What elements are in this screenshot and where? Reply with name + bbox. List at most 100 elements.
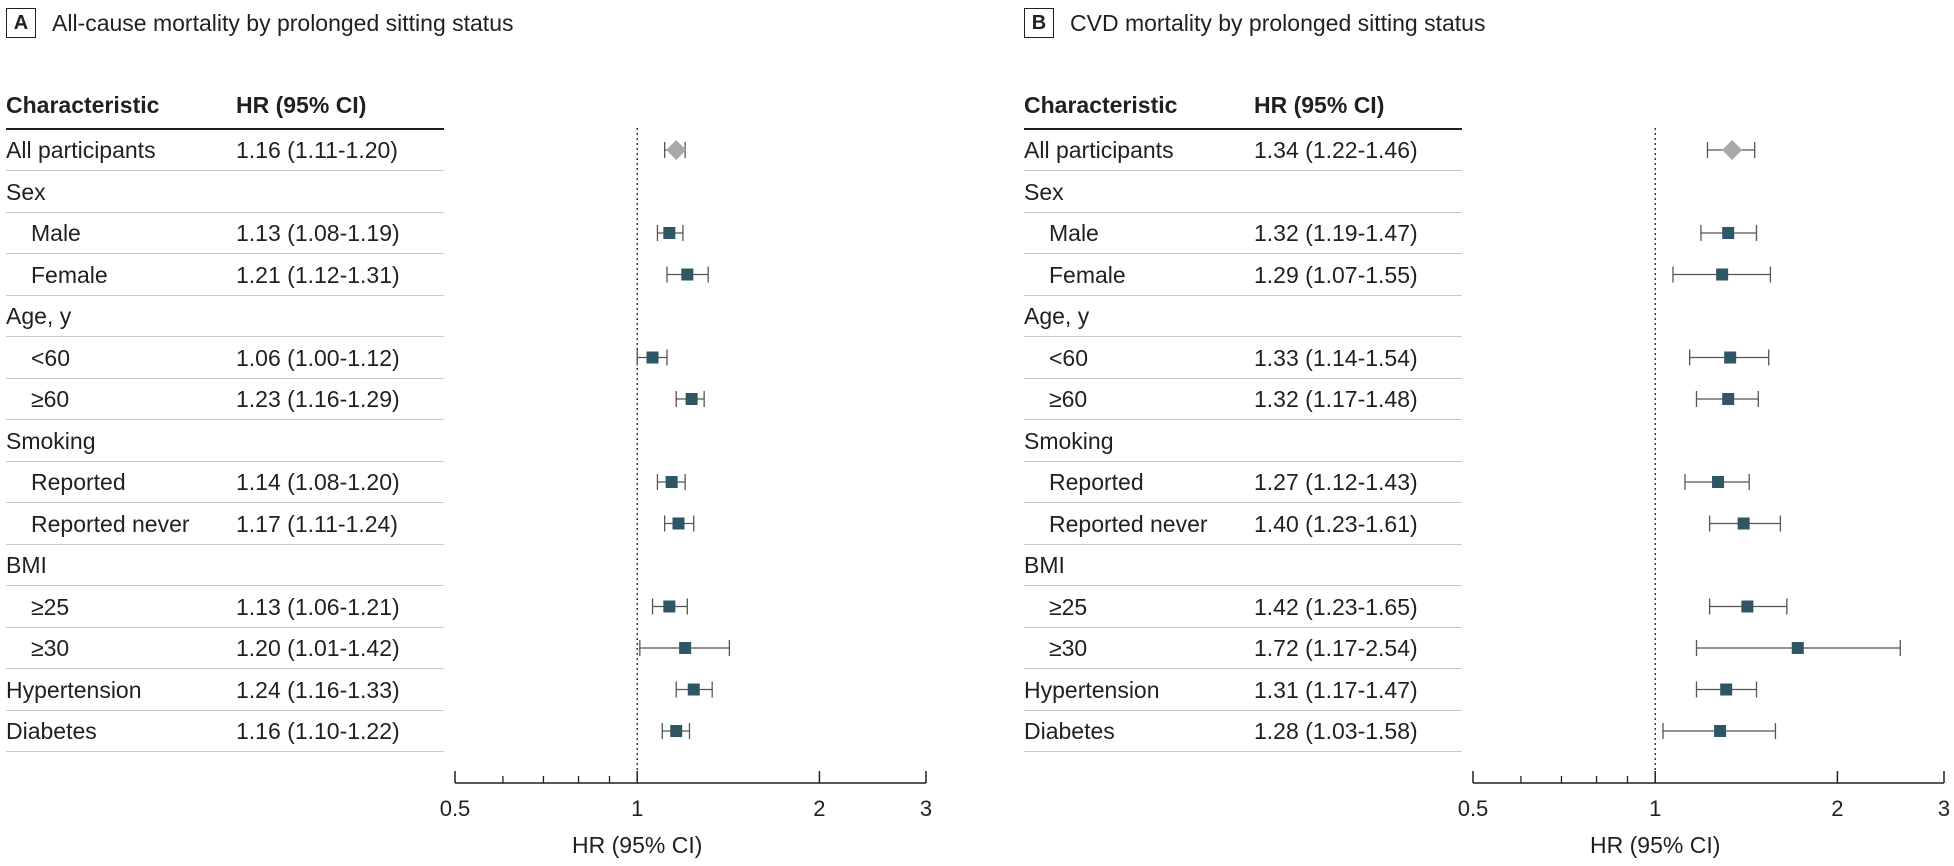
table-row: Reported never 1.40 (1.23-1.61) [1024, 504, 1462, 545]
forest-plot: 0.5 1 2 3 HR (95% CI) [440, 128, 932, 858]
row-hr-value: 1.28 (1.03-1.58) [1254, 718, 1418, 744]
forest-plot: 0.5 1 2 3 HR (95% CI) [1458, 128, 1950, 858]
table-row: ≥30 1.72 (1.17-2.54) [1024, 628, 1462, 669]
x-tick-label: 3 [920, 796, 932, 821]
row-label: Reported [31, 469, 126, 495]
table-row: Male 1.13 (1.08-1.19) [6, 213, 444, 254]
table-row: All participants 1.34 (1.22-1.46) [1024, 130, 1462, 171]
x-tick-label: 3 [1938, 796, 1950, 821]
hr-point-marker [679, 642, 692, 654]
hr-point-marker [663, 227, 676, 239]
table-row: Hypertension 1.31 (1.17-1.47) [1024, 670, 1462, 711]
table-row: Diabetes 1.16 (1.10-1.22) [6, 711, 444, 752]
x-tick-label: 1 [631, 796, 643, 821]
row-hr-value: 1.17 (1.11-1.24) [236, 510, 398, 537]
row-hr-value: 1.13 (1.08-1.19) [236, 220, 400, 246]
table-row: ≥30 1.20 (1.01-1.42) [6, 628, 444, 669]
table-group-row: Sex [6, 172, 444, 213]
overall-estimate-diamond [666, 140, 687, 160]
column-header-hr: HR (95% CI) [1254, 92, 1385, 118]
table-row: Female 1.21 (1.12-1.31) [6, 255, 444, 296]
table-row: Diabetes 1.28 (1.03-1.58) [1024, 711, 1462, 752]
hr-point-marker [1724, 351, 1737, 364]
row-hr-value: 1.33 (1.14-1.54) [1254, 344, 1418, 371]
row-hr-value: 1.06 (1.00-1.12) [236, 344, 400, 371]
panel-letter: A [6, 8, 36, 38]
row-label: Age, y [6, 303, 72, 329]
row-hr-value: 1.14 (1.08-1.20) [236, 469, 400, 495]
hr-point-marker [1741, 600, 1754, 613]
row-label: All participants [1024, 137, 1174, 163]
row-label: Reported never [31, 510, 190, 537]
x-axis-title: HR (95% CI) [1590, 832, 1720, 858]
panel-title: All-cause mortality by prolonged sitting… [52, 9, 514, 36]
table-row: Male 1.32 (1.19-1.47) [1024, 213, 1462, 254]
row-hr-value: 1.16 (1.10-1.22) [236, 718, 400, 744]
table-row: Reported 1.27 (1.12-1.43) [1024, 462, 1462, 503]
x-tick-label: 2 [1831, 796, 1843, 821]
table-row: ≥25 1.42 (1.23-1.65) [1024, 587, 1462, 628]
hr-point-marker [1737, 517, 1750, 530]
row-label: ≥60 [31, 386, 70, 412]
hr-point-marker [1722, 227, 1735, 239]
table-header: Characteristic HR (95% CI) [1024, 92, 1462, 130]
table-header: Characteristic HR (95% CI) [6, 92, 444, 130]
hr-point-marker [681, 268, 694, 281]
table-group-row: BMI [6, 545, 444, 586]
hr-point-marker [670, 725, 683, 737]
hr-point-marker [1712, 476, 1725, 488]
panel-a-all-cause-mortality: A All-cause mortality by prolonged sitti… [6, 8, 932, 858]
row-label: <60 [31, 344, 71, 371]
row-label: Sex [6, 178, 46, 205]
row-label: ≥30 [1049, 635, 1088, 661]
row-label: BMI [1024, 552, 1065, 578]
column-header-hr: HR (95% CI) [236, 92, 367, 118]
row-hr-value: 1.16 (1.11-1.20) [236, 137, 398, 163]
row-label: Reported [1049, 469, 1144, 495]
panel-title: CVD mortality by prolonged sitting statu… [1070, 9, 1486, 36]
column-header-characteristic: Characteristic [6, 92, 160, 118]
x-tick-label: 0.5 [1458, 796, 1489, 821]
x-tick-label: 0.5 [440, 796, 471, 821]
table-group-row: BMI [1024, 545, 1462, 586]
row-hr-value: 1.13 (1.06-1.21) [236, 593, 400, 620]
hr-point-marker [685, 393, 698, 405]
table-group-row: Sex [1024, 172, 1462, 213]
hr-point-marker [1791, 642, 1804, 654]
row-label: Female [31, 261, 108, 288]
row-label: Age, y [1024, 303, 1090, 329]
table-row: Hypertension 1.24 (1.16-1.33) [6, 670, 444, 711]
row-hr-value: 1.40 (1.23-1.61) [1254, 510, 1418, 537]
row-label: Male [1049, 220, 1099, 246]
table-row: Reported 1.14 (1.08-1.20) [6, 462, 444, 503]
table-group-row: Smoking [6, 421, 444, 462]
panel-letter: B [1024, 8, 1054, 38]
row-label: <60 [1049, 344, 1089, 371]
table-row: Reported never 1.17 (1.11-1.24) [6, 504, 444, 545]
row-hr-value: 1.24 (1.16-1.33) [236, 676, 400, 703]
table-row: ≥25 1.13 (1.06-1.21) [6, 587, 444, 628]
row-label: Sex [1024, 178, 1064, 205]
overall-estimate-diamond [1722, 140, 1743, 160]
table-row: <60 1.33 (1.14-1.54) [1024, 338, 1462, 379]
row-label: Male [31, 220, 81, 246]
hr-point-marker [646, 351, 659, 364]
row-hr-value: 1.72 (1.17-2.54) [1254, 635, 1418, 661]
row-hr-value: 1.42 (1.23-1.65) [1254, 593, 1418, 620]
table-row: Female 1.29 (1.07-1.55) [1024, 255, 1462, 296]
row-label: Diabetes [1024, 718, 1115, 744]
row-label: Smoking [6, 427, 96, 454]
row-label: Smoking [1024, 427, 1114, 454]
row-label: Reported never [1049, 510, 1208, 537]
x-tick-label: 2 [813, 796, 825, 821]
table-row: <60 1.06 (1.00-1.12) [6, 338, 444, 379]
x-axis-title: HR (95% CI) [572, 832, 702, 858]
row-hr-value: 1.32 (1.19-1.47) [1254, 220, 1418, 246]
row-label: ≥25 [31, 593, 70, 620]
row-label: ≥30 [31, 635, 70, 661]
row-hr-value: 1.31 (1.17-1.47) [1254, 676, 1418, 703]
row-hr-value: 1.32 (1.17-1.48) [1254, 386, 1418, 412]
row-hr-value: 1.29 (1.07-1.55) [1254, 261, 1418, 288]
hr-point-marker [1714, 725, 1727, 737]
table-row: All participants 1.16 (1.11-1.20) [6, 130, 444, 171]
